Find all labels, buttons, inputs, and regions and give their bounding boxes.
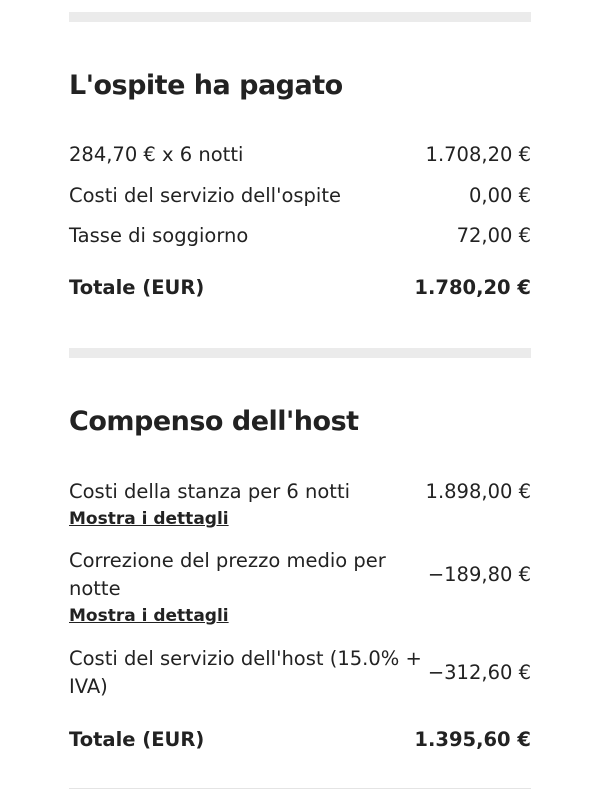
line-item-label-group: Correzione del prezzo medio per notte Mo… <box>69 547 424 629</box>
line-item-label: Costi del servizio dell'ospite <box>69 184 341 207</box>
line-item-value: 0,00 € <box>468 184 531 207</box>
line-item-price-adjustment: Correzione del prezzo medio per notte Mo… <box>69 547 531 629</box>
line-item-room-cost: Costi della stanza per 6 notti Mostra i … <box>69 478 531 532</box>
line-item-label: Correzione del prezzo medio per notte <box>69 549 386 600</box>
host-payout-title: Compenso dell'host <box>69 406 359 437</box>
show-details-link[interactable]: Mostra i dettagli <box>69 509 229 529</box>
line-item-label: Tasse di soggiorno <box>69 224 249 247</box>
total-value: 1.780,20 € <box>414 276 531 299</box>
section-divider <box>69 348 531 358</box>
line-item-guest-service-fee: Costi del servizio dell'ospite 0,00 € <box>69 182 531 210</box>
total-label: Totale (EUR) <box>69 276 205 299</box>
line-item-value: 72,00 € <box>456 224 531 247</box>
divider-line <box>69 788 531 789</box>
line-item-label-group: Costi della stanza per 6 notti Mostra i … <box>69 478 350 532</box>
line-item-tourist-tax: Tasse di soggiorno 72,00 € <box>69 222 531 250</box>
line-item-value: 1.708,20 € <box>425 143 531 166</box>
line-item-label: Costi del servizio dell'host (15.0% + IV… <box>69 647 422 698</box>
total-value: 1.395,60 € <box>414 728 531 751</box>
guest-paid-title: L'ospite ha pagato <box>69 70 343 101</box>
line-item-label: 284,70 € x 6 notti <box>69 143 244 166</box>
guest-total-row: Totale (EUR) 1.780,20 € <box>69 274 531 302</box>
line-item-nights: 284,70 € x 6 notti 1.708,20 € <box>69 141 531 169</box>
line-item-value: 1.898,00 € <box>425 480 531 503</box>
total-label: Totale (EUR) <box>69 728 205 751</box>
line-item-host-service-fee: Costi del servizio dell'host (15.0% + IV… <box>69 645 531 701</box>
line-item-label: Costi della stanza per 6 notti <box>69 480 351 503</box>
show-details-link[interactable]: Mostra i dettagli <box>69 606 229 626</box>
section-divider <box>69 12 531 22</box>
line-item-value: −312,60 € <box>427 661 531 684</box>
line-item-value: −189,80 € <box>427 563 531 586</box>
host-total-row: Totale (EUR) 1.395,60 € <box>69 726 531 754</box>
